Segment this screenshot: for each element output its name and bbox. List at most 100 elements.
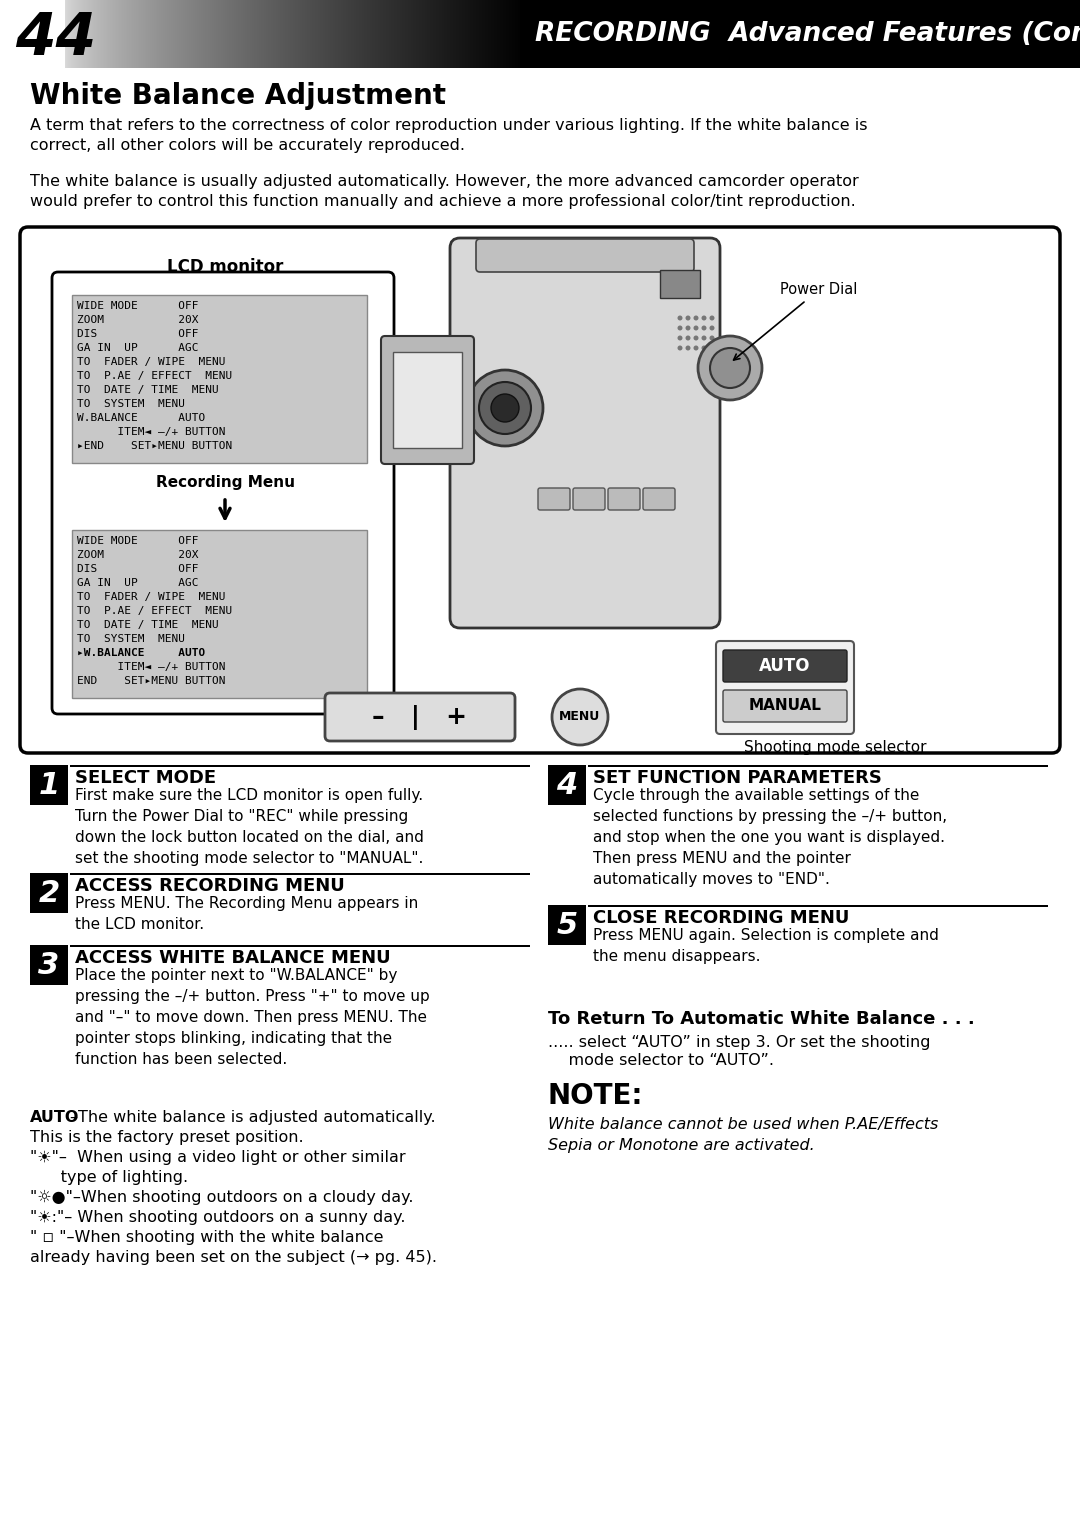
FancyBboxPatch shape <box>21 227 1059 753</box>
Text: "☀:"– When shooting outdoors on a sunny day.: "☀:"– When shooting outdoors on a sunny … <box>30 1210 405 1225</box>
Text: DIS            OFF: DIS OFF <box>77 330 199 339</box>
Text: TO  P.AE / EFFECT  MENU: TO P.AE / EFFECT MENU <box>77 371 232 382</box>
Bar <box>660 270 700 297</box>
FancyBboxPatch shape <box>608 487 640 510</box>
Circle shape <box>702 316 706 320</box>
Bar <box>588 904 1048 908</box>
Text: A term that refers to the correctness of color reproduction under various lighti: A term that refers to the correctness of… <box>30 118 867 153</box>
Text: ZOOM           20X: ZOOM 20X <box>77 550 199 560</box>
Text: AUTO: AUTO <box>759 658 811 675</box>
Circle shape <box>552 688 608 745</box>
Text: White Balance Adjustment: White Balance Adjustment <box>30 81 446 110</box>
Text: RECORDING  Advanced Features (Cont.): RECORDING Advanced Features (Cont.) <box>535 21 1080 48</box>
Text: White balance cannot be used when P.AE/Effects
Sepia or Monotone are activated.: White balance cannot be used when P.AE/E… <box>548 1118 939 1153</box>
Text: type of lighting.: type of lighting. <box>30 1170 188 1185</box>
Text: The white balance is usually adjusted automatically. However, the more advanced : The white balance is usually adjusted au… <box>30 175 859 210</box>
Circle shape <box>710 345 715 351</box>
Circle shape <box>710 316 715 320</box>
Text: MANUAL: MANUAL <box>748 699 822 713</box>
Circle shape <box>693 336 699 340</box>
Text: ACCESS RECORDING MENU: ACCESS RECORDING MENU <box>75 877 345 895</box>
Circle shape <box>693 345 699 351</box>
Text: Power Dial: Power Dial <box>733 282 858 360</box>
Circle shape <box>686 345 690 351</box>
Text: MENU: MENU <box>559 710 600 724</box>
Circle shape <box>686 316 690 320</box>
Circle shape <box>677 325 683 331</box>
Text: TO  SYSTEM  MENU: TO SYSTEM MENU <box>77 399 185 409</box>
Text: TO  FADER / WIPE  MENU: TO FADER / WIPE MENU <box>77 592 226 602</box>
Text: GA IN  UP      AGC: GA IN UP AGC <box>77 343 199 353</box>
Text: W.BALANCE      AUTO: W.BALANCE AUTO <box>77 412 205 423</box>
Bar <box>72 294 367 463</box>
FancyBboxPatch shape <box>538 487 570 510</box>
Text: 44: 44 <box>15 11 96 67</box>
Bar <box>548 765 586 805</box>
Text: 2: 2 <box>39 878 59 908</box>
Bar <box>70 944 530 947</box>
Text: GA IN  UP      AGC: GA IN UP AGC <box>77 578 199 589</box>
Circle shape <box>686 336 690 340</box>
Text: –The white balance is adjusted automatically.: –The white balance is adjusted automatic… <box>70 1110 435 1125</box>
FancyBboxPatch shape <box>450 238 720 629</box>
Text: ZOOM           20X: ZOOM 20X <box>77 314 199 325</box>
FancyBboxPatch shape <box>723 690 847 722</box>
Bar <box>30 872 68 914</box>
Circle shape <box>677 336 683 340</box>
Circle shape <box>693 325 699 331</box>
Text: ..... select “AUTO” in step 3. Or set the shooting: ..... select “AUTO” in step 3. Or set th… <box>548 1035 931 1050</box>
FancyBboxPatch shape <box>723 650 847 682</box>
Text: mode selector to “AUTO”.: mode selector to “AUTO”. <box>548 1053 774 1069</box>
Text: AUTO: AUTO <box>30 1110 79 1125</box>
Bar <box>0 0 65 67</box>
Text: ▸W.BALANCE     AUTO: ▸W.BALANCE AUTO <box>77 648 205 658</box>
FancyBboxPatch shape <box>381 336 474 464</box>
Text: Recording Menu: Recording Menu <box>156 475 295 491</box>
Text: " ◽ "–When shooting with the white balance: " ◽ "–When shooting with the white balan… <box>30 1229 383 1245</box>
Circle shape <box>710 325 715 331</box>
Text: WIDE MODE      OFF: WIDE MODE OFF <box>77 537 199 546</box>
FancyBboxPatch shape <box>716 641 854 734</box>
Text: 1: 1 <box>39 771 59 800</box>
Bar <box>30 765 68 805</box>
Circle shape <box>491 394 519 422</box>
Text: Shooting mode selector: Shooting mode selector <box>744 740 927 754</box>
Circle shape <box>677 316 683 320</box>
Text: SET FUNCTION PARAMETERS: SET FUNCTION PARAMETERS <box>593 770 882 786</box>
Circle shape <box>698 336 762 400</box>
Text: TO  SYSTEM  MENU: TO SYSTEM MENU <box>77 635 185 644</box>
FancyBboxPatch shape <box>476 239 694 271</box>
FancyBboxPatch shape <box>643 487 675 510</box>
Text: Place the pointer next to "W.BALANCE" by
pressing the –/+ button. Press "+" to m: Place the pointer next to "W.BALANCE" by… <box>75 967 430 1067</box>
Text: TO  FADER / WIPE  MENU: TO FADER / WIPE MENU <box>77 357 226 366</box>
Text: TO  DATE / TIME  MENU: TO DATE / TIME MENU <box>77 385 219 396</box>
Text: 5: 5 <box>556 911 578 940</box>
Circle shape <box>702 345 706 351</box>
Text: TO  P.AE / EFFECT  MENU: TO P.AE / EFFECT MENU <box>77 606 232 616</box>
Circle shape <box>677 345 683 351</box>
Bar <box>519 0 1080 67</box>
Text: Press MENU. The Recording Menu appears in
the LCD monitor.: Press MENU. The Recording Menu appears i… <box>75 895 418 932</box>
Text: END    SET▸MENU BUTTON: END SET▸MENU BUTTON <box>77 676 226 685</box>
Text: TO  DATE / TIME  MENU: TO DATE / TIME MENU <box>77 619 219 630</box>
Bar <box>588 765 1048 766</box>
Circle shape <box>710 336 715 340</box>
Circle shape <box>702 325 706 331</box>
Text: ▸END    SET▸MENU BUTTON: ▸END SET▸MENU BUTTON <box>77 442 232 451</box>
Text: Cycle through the available settings of the
selected functions by pressing the –: Cycle through the available settings of … <box>593 788 947 888</box>
Text: already having been set on the subject (→ pg. 45).: already having been set on the subject (… <box>30 1249 437 1265</box>
Text: 3: 3 <box>39 950 59 980</box>
Text: "☀"–  When using a video light or other similar: "☀"– When using a video light or other s… <box>30 1150 406 1165</box>
Bar <box>70 872 530 875</box>
Bar <box>30 944 68 986</box>
Bar <box>72 530 367 698</box>
Text: NOTE:: NOTE: <box>548 1082 644 1110</box>
Text: This is the factory preset position.: This is the factory preset position. <box>30 1130 303 1145</box>
Text: First make sure the LCD monitor is open fully.
Turn the Power Dial to "REC" whil: First make sure the LCD monitor is open … <box>75 788 423 866</box>
Circle shape <box>702 336 706 340</box>
Text: ACCESS WHITE BALANCE MENU: ACCESS WHITE BALANCE MENU <box>75 949 391 967</box>
Bar <box>393 353 462 448</box>
FancyBboxPatch shape <box>573 487 605 510</box>
Circle shape <box>467 369 543 446</box>
Circle shape <box>710 348 750 388</box>
